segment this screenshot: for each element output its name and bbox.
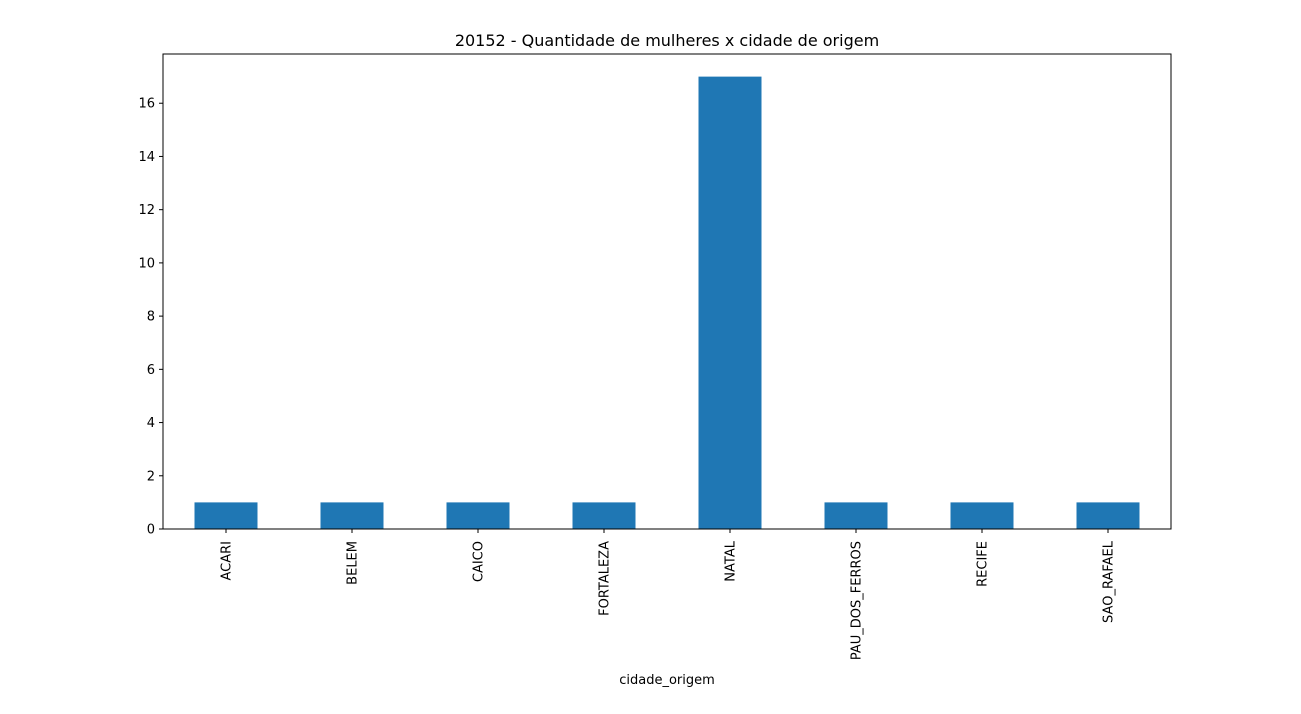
y-tick-label: 12: [138, 203, 155, 218]
y-tick-label: 2: [147, 469, 155, 484]
bar-belem: [320, 502, 384, 529]
x-tick-label: ACARI: [220, 541, 235, 581]
y-tick-label: 0: [147, 523, 155, 538]
y-tick-label: 4: [147, 416, 155, 431]
y-tick-label: 16: [138, 97, 155, 112]
bar-fortaleza: [572, 502, 636, 529]
x-tick-label: FORTALEZA: [598, 541, 613, 616]
bar-caico: [446, 502, 510, 529]
plot-area: 0 2 4 6 8 10 12 14 16 ACARI BELEM CAICO FORTALEZA NAT…: [138, 53, 1172, 660]
x-tick-label: CAICO: [472, 541, 487, 582]
bar-recife: [950, 502, 1014, 529]
plot-frame: [162, 53, 1172, 530]
x-tick-label: RECIFE: [976, 541, 991, 587]
bar-acari: [194, 502, 258, 529]
x-tick-label: SAO_RAFAEL: [1102, 540, 1117, 623]
x-tick-label: PAU_DOS_FERROS: [850, 541, 865, 660]
x-axis-label: cidade_origem: [619, 673, 715, 688]
bar-pau-dos-ferros: [824, 502, 888, 529]
y-tick-label: 14: [138, 150, 155, 165]
x-tick-label: NATAL: [724, 540, 739, 581]
x-tick-label: BELEM: [346, 541, 361, 585]
bar-natal: [698, 76, 762, 530]
y-tick-label: 8: [147, 310, 155, 325]
bar-sao-rafael: [1076, 502, 1140, 529]
y-tick-label: 6: [147, 363, 155, 378]
y-tick-label: 10: [138, 256, 155, 271]
chart-title: 20152 - Quantidade de mulheres x cidade …: [455, 31, 879, 50]
